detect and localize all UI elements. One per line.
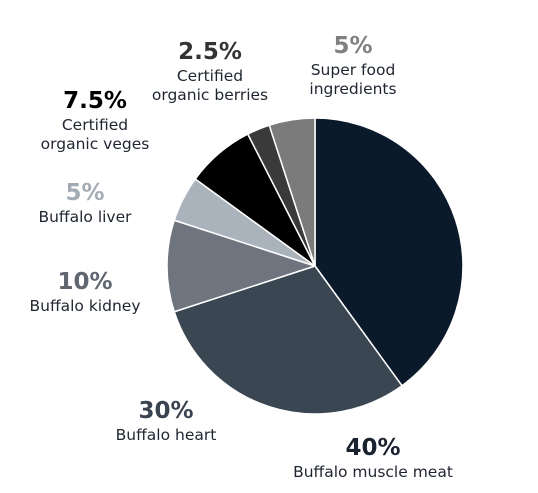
slice-category-label: Buffalo liver (38, 208, 132, 226)
pie-labels: 40% Buffalo muscle meat 30% Buffalo heart 10… (29, 33, 452, 481)
slice-label-4: 5% Buffalo liver (38, 180, 132, 226)
pie-slice-7 (268, 117, 316, 267)
pie-slice-2 (173, 265, 403, 415)
slice-percent-label: 10% (57, 269, 112, 295)
slice-category-label: ingredients (309, 80, 396, 98)
slice-category-label: Buffalo muscle meat (293, 463, 453, 481)
slice-label-3: 10% Buffalo kidney (29, 269, 140, 315)
slice-percent-label: 30% (138, 398, 193, 424)
slice-label-2: 30% Buffalo heart (116, 398, 217, 444)
pie-slices (166, 117, 464, 415)
slice-category-label: Super food (311, 61, 396, 79)
slice-category-label: organic berries (152, 86, 268, 104)
slice-category-label: Buffalo heart (116, 426, 217, 444)
slice-category-label: Certified (177, 67, 243, 85)
slice-label-1: 40% Buffalo muscle meat (293, 435, 453, 481)
slice-percent-label: 5% (333, 33, 372, 59)
pie-slice-1 (314, 117, 464, 387)
slice-percent-label: 2.5% (178, 39, 242, 65)
slice-category-label: Certified (62, 116, 128, 134)
slice-percent-label: 40% (345, 435, 400, 461)
slice-percent-label: 7.5% (63, 88, 127, 114)
slice-category-label: organic veges (41, 135, 150, 153)
pie-slice-3 (166, 219, 316, 313)
slice-percent-label: 5% (65, 180, 104, 206)
slice-category-label: Buffalo kidney (29, 297, 140, 315)
